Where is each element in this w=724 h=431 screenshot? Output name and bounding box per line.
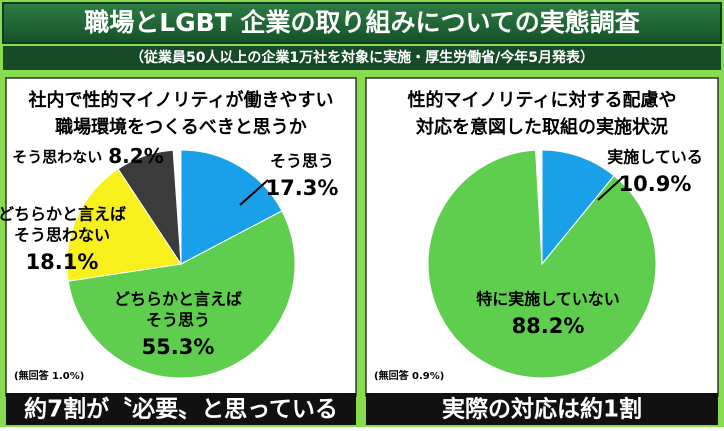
value-label: 17.3% bbox=[266, 176, 339, 200]
category-label: 実施している bbox=[607, 148, 703, 167]
category-label: そう思わない bbox=[12, 148, 102, 166]
value-label: 55.3% bbox=[142, 335, 215, 359]
category-label: そう思う bbox=[146, 311, 210, 330]
slice-label: そう思わない 8.2% bbox=[12, 144, 163, 168]
chart-title: 性的マイノリティに対する配慮や bbox=[408, 89, 677, 111]
pie-slice bbox=[66, 168, 182, 282]
category-label: そう思う bbox=[270, 152, 334, 171]
title-bar bbox=[2, 2, 722, 44]
category-label: どちらかと言えば bbox=[0, 205, 126, 224]
page-subtitle: （従業員50人以上の企業1万社を対象に実施・厚生労働省/今年5月発表） bbox=[130, 49, 594, 66]
pie-slice bbox=[180, 149, 283, 265]
value-label: 10.9% bbox=[619, 172, 692, 196]
pie-slice bbox=[541, 149, 615, 266]
caption-bar bbox=[366, 393, 718, 425]
chart-title: 対応を意図した取組の実施状況 bbox=[415, 116, 668, 138]
note: (無回答 1.0%) bbox=[14, 369, 84, 382]
value-label: 8.2% bbox=[108, 144, 163, 168]
subtitle-bar bbox=[3, 46, 721, 70]
category-label: そう思わない bbox=[14, 226, 110, 245]
value-label: 18.1% bbox=[26, 250, 99, 274]
chart-title: 職場環境をつくるべきと思うか bbox=[55, 116, 307, 138]
category-label: 特に実施していない bbox=[476, 290, 620, 309]
page-title: 職場とLGBT 企業の取り組みについての実態調査 bbox=[84, 8, 640, 37]
caption: 約7割が〝必要〟と思っている bbox=[24, 396, 338, 423]
category-label: どちらかと言えば bbox=[114, 290, 242, 309]
note: (無回答 0.9%) bbox=[374, 369, 444, 382]
pie-slice bbox=[117, 149, 182, 266]
caption: 実際の対応は約1割 bbox=[442, 396, 642, 423]
pie-slice bbox=[67, 210, 296, 379]
leader-line bbox=[239, 179, 269, 206]
chart-title: 社内で性的マイノリティが働きやすい bbox=[29, 89, 334, 111]
caption-bar bbox=[6, 393, 356, 425]
leader-line bbox=[597, 177, 623, 201]
value-label: 88.2% bbox=[512, 314, 585, 338]
pie-slice bbox=[427, 149, 657, 379]
